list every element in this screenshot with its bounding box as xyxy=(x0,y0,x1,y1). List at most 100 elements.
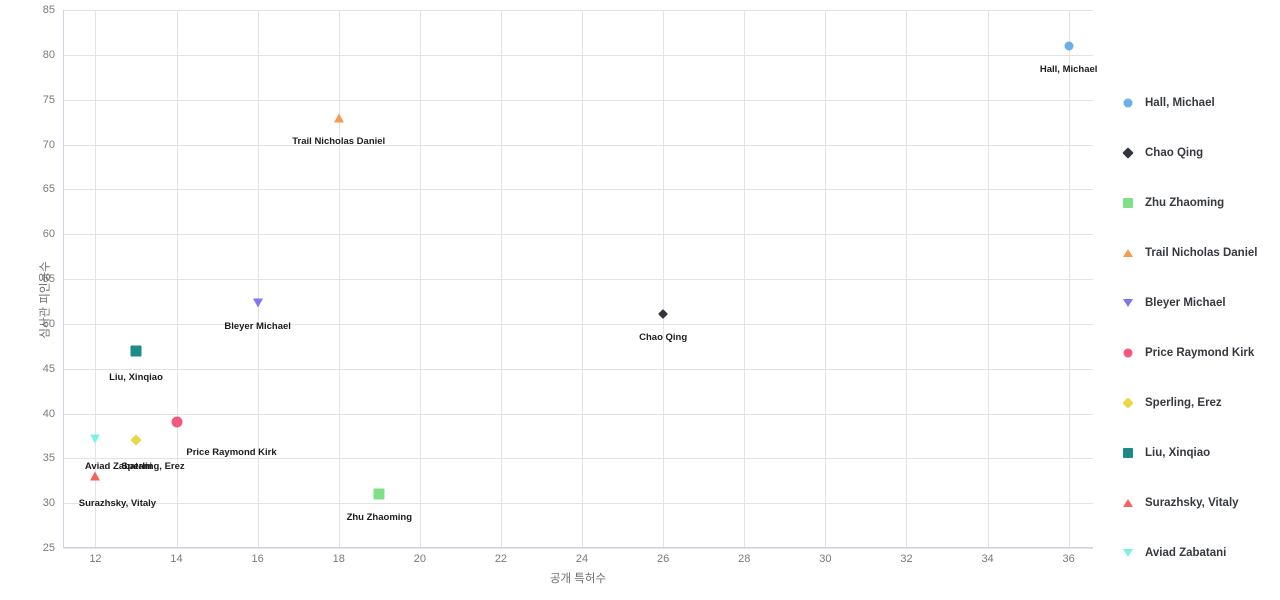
grid-line-vertical xyxy=(176,10,178,548)
marker-diamond-icon xyxy=(658,309,669,319)
marker-circle-icon xyxy=(1123,98,1133,108)
marker-triangle-up-icon xyxy=(333,113,344,123)
x-tick-label: 34 xyxy=(981,553,994,565)
y-tick-label: 45 xyxy=(42,362,55,375)
y-tick-label: 75 xyxy=(42,93,55,106)
y-tick-label: 40 xyxy=(42,407,55,420)
data-point-label: Liu, Xinqiao xyxy=(109,371,163,383)
grid-line-horizontal xyxy=(63,54,1093,56)
marker-diamond-icon xyxy=(130,434,142,447)
legend-item-6[interactable]: Sperling, Erez xyxy=(1120,378,1280,428)
legend-item-7[interactable]: Liu, Xinqiao xyxy=(1120,428,1280,478)
legend-item-3[interactable]: Trail Nicholas Daniel xyxy=(1120,228,1280,278)
marker-square-icon xyxy=(1123,198,1133,208)
grid-line-vertical xyxy=(95,10,97,548)
x-tick-label: 16 xyxy=(251,553,264,565)
legend-item-4[interactable]: Bleyer Michael xyxy=(1120,278,1280,328)
data-point-label: Hall, Michael xyxy=(1039,63,1098,75)
grid-line-vertical xyxy=(582,10,584,548)
grid-line-horizontal xyxy=(63,458,1093,460)
y-tick-label: 65 xyxy=(42,183,55,196)
x-tick-label: 12 xyxy=(89,553,102,565)
grid-line-horizontal xyxy=(63,323,1093,325)
legend-swatch xyxy=(1120,95,1136,111)
marker-triangle-up-icon xyxy=(1123,499,1133,507)
y-axis-title: 심사관 피인용수 xyxy=(39,261,52,339)
legend-swatch xyxy=(1120,495,1136,511)
grid-line-horizontal xyxy=(63,548,1093,549)
marker-diamond-icon xyxy=(1122,147,1134,159)
legend-swatch xyxy=(1120,245,1136,261)
grid-line-vertical xyxy=(906,10,908,548)
y-tick-label: 70 xyxy=(42,138,55,151)
y-axis-ticks: 25 30 35 40 45 50 55 60 65 70 75 80 85 xyxy=(0,4,55,554)
legend-item-label: Liu, Xinqiao xyxy=(1145,447,1211,459)
grid-line-vertical xyxy=(744,10,746,548)
legend-item-9[interactable]: Aviad Zabatani xyxy=(1120,528,1280,578)
legend: Hall, Michael Chao Qing Zhu Zhaoming Trail … xyxy=(1120,78,1280,578)
data-point-label: Chao Qing xyxy=(639,331,688,343)
legend-item-0[interactable]: Hall, Michael xyxy=(1120,78,1280,128)
marker-triangle-up-icon xyxy=(1123,249,1133,257)
marker-triangle-down-icon xyxy=(1123,299,1133,307)
legend-swatch xyxy=(1120,145,1136,161)
legend-swatch xyxy=(1120,195,1136,211)
y-axis-line xyxy=(63,10,64,548)
x-tick-label: 18 xyxy=(332,553,345,565)
legend-item-1[interactable]: Chao Qing xyxy=(1120,128,1280,178)
y-tick-label: 55 xyxy=(42,273,55,285)
legend-item-5[interactable]: Price Raymond Kirk xyxy=(1120,328,1280,378)
legend-item-2[interactable]: Zhu Zhaoming xyxy=(1120,178,1280,228)
data-point-label: Aviad Zabatani xyxy=(84,460,153,472)
y-tick-label: 60 xyxy=(42,228,55,241)
legend-item-label: Aviad Zabatani xyxy=(1145,547,1227,559)
plot-area: Hall, Michael Chao Qing Zhu Zhaoming Trail … xyxy=(63,10,1097,549)
marker-circle-icon xyxy=(171,416,183,428)
grid-line-horizontal xyxy=(63,279,1093,280)
legend-swatch xyxy=(1120,295,1136,311)
legend-item-label: Hall, Michael xyxy=(1145,97,1215,109)
y-tick-label: 25 xyxy=(42,542,55,554)
x-tick-label: 22 xyxy=(494,553,508,565)
legend-swatch xyxy=(1120,345,1136,361)
y-tick-label: 35 xyxy=(42,452,55,465)
marker-square-icon xyxy=(130,345,142,357)
legend-item-8[interactable]: Surazhsky, Vitaly xyxy=(1120,478,1280,528)
data-point-label: Trail Nicholas Daniel xyxy=(292,135,386,147)
grid-line-horizontal xyxy=(63,368,1093,370)
grid-line-vertical xyxy=(419,10,421,548)
y-tick-label: 80 xyxy=(42,48,55,61)
x-tick-label: 36 xyxy=(1062,553,1075,565)
legend-swatch xyxy=(1120,445,1136,461)
legend-item-label: Bleyer Michael xyxy=(1145,297,1226,309)
grid-line-vertical xyxy=(663,10,665,548)
legend-item-label: Surazhsky, Vitaly xyxy=(1145,497,1239,509)
legend-item-label: Trail Nicholas Daniel xyxy=(1145,247,1258,259)
grid-line-vertical xyxy=(987,10,989,548)
grid-line-vertical xyxy=(500,10,502,548)
x-tick-label: 28 xyxy=(738,553,751,565)
y-tick-label: 85 xyxy=(42,4,55,16)
legend-item-label: Chao Qing xyxy=(1145,147,1204,159)
data-point-label: Price Raymond Kirk xyxy=(186,446,277,458)
grid-line-horizontal xyxy=(63,413,1093,415)
grid-line-horizontal xyxy=(63,234,1093,236)
marker-triangle-down-icon xyxy=(1123,549,1133,557)
marker-triangle-down-icon xyxy=(90,434,101,444)
marker-triangle-down-icon xyxy=(252,298,263,308)
y-tick-label: 30 xyxy=(42,497,55,510)
x-tick-label: 20 xyxy=(413,553,426,565)
grid-line-horizontal xyxy=(63,10,1093,11)
data-point-label: Surazhsky, Vitaly xyxy=(78,498,157,510)
x-axis-ticks: 12 14 16 18 20 22 24 26 28 30 32 34 36 xyxy=(63,553,1093,569)
x-tick-label: 30 xyxy=(819,553,832,565)
legend-item-label: Zhu Zhaoming xyxy=(1145,197,1225,209)
legend-swatch xyxy=(1120,395,1136,411)
grid-line-horizontal xyxy=(63,144,1093,146)
grid-line-horizontal xyxy=(63,189,1093,191)
grid-line-vertical xyxy=(825,10,827,548)
grid-line-horizontal xyxy=(63,99,1093,101)
x-tick-label: 32 xyxy=(900,553,913,565)
y-tick-label: 50 xyxy=(42,317,55,330)
